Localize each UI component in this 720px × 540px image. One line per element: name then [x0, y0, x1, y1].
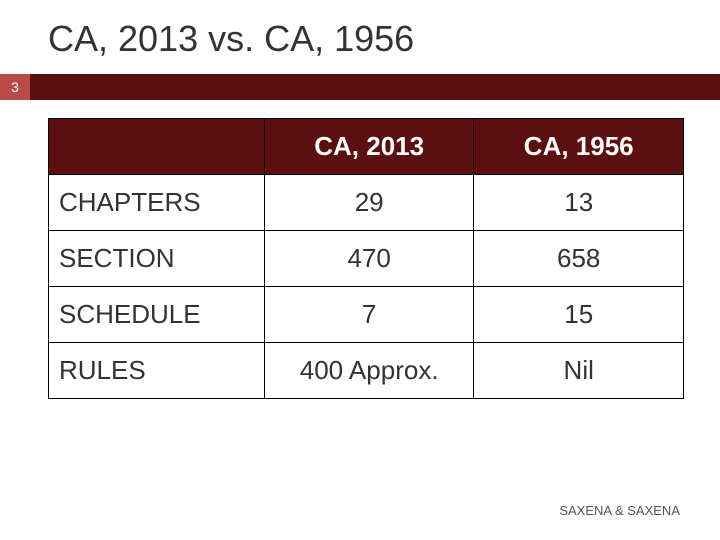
accent-band: 3 [0, 74, 720, 100]
cell-value: 15 [474, 287, 684, 343]
table-row: SCHEDULE 7 15 [49, 287, 684, 343]
slide-title: CA, 2013 vs. CA, 1956 [0, 0, 720, 74]
row-label: SCHEDULE [49, 287, 265, 343]
comparison-table-wrap: CA, 2013 CA, 1956 CHAPTERS 29 13 SECTION… [0, 100, 720, 399]
table-row: CHAPTERS 29 13 [49, 175, 684, 231]
row-label: SECTION [49, 231, 265, 287]
table-header-row: CA, 2013 CA, 1956 [49, 119, 684, 175]
table-header-col2: CA, 1956 [474, 119, 684, 175]
cell-value: 400 Approx. [264, 343, 474, 399]
cell-value: 470 [264, 231, 474, 287]
table-header-col1: CA, 2013 [264, 119, 474, 175]
slide-number-badge: 3 [0, 74, 30, 100]
cell-value: 29 [264, 175, 474, 231]
comparison-table: CA, 2013 CA, 1956 CHAPTERS 29 13 SECTION… [48, 118, 684, 399]
row-label: CHAPTERS [49, 175, 265, 231]
cell-value: 13 [474, 175, 684, 231]
cell-value: Nil [474, 343, 684, 399]
footer-text: SAXENA & SAXENA [559, 503, 680, 518]
cell-value: 658 [474, 231, 684, 287]
table-row: SECTION 470 658 [49, 231, 684, 287]
table-header-blank [49, 119, 265, 175]
row-label: RULES [49, 343, 265, 399]
cell-value: 7 [264, 287, 474, 343]
table-row: RULES 400 Approx. Nil [49, 343, 684, 399]
